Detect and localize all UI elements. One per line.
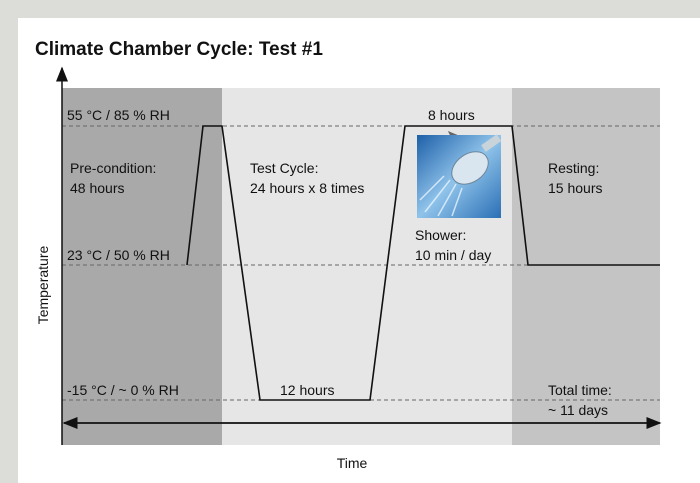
x-axis-label: Time bbox=[337, 455, 368, 471]
title: Climate Chamber Cycle: Test #1 bbox=[35, 39, 323, 60]
phase-label: Pre-condition: bbox=[70, 160, 156, 176]
phase-label: 24 hours x 8 times bbox=[250, 180, 364, 196]
diagram: Climate Chamber Cycle: Test #1 Temperatu… bbox=[0, 0, 700, 483]
shower-image bbox=[417, 134, 501, 218]
annotation: ~ 11 days bbox=[548, 402, 608, 418]
annotation: Shower: bbox=[415, 227, 466, 243]
level-label: 55 °C / 85 % RH bbox=[67, 107, 170, 123]
phase-label: 48 hours bbox=[70, 180, 124, 196]
annotation: 10 min / day bbox=[415, 247, 491, 263]
duration-label: 8 hours bbox=[428, 107, 475, 123]
level-label: 23 °C / 50 % RH bbox=[67, 247, 170, 263]
phase-label: Resting: bbox=[548, 160, 599, 176]
phase-label: Test Cycle: bbox=[250, 160, 318, 176]
annotation: Total time: bbox=[548, 382, 612, 398]
level-label: -15 °C / ~ 0 % RH bbox=[67, 382, 179, 398]
y-axis-label: Temperature bbox=[35, 245, 51, 324]
page: {"title": "Climate Chamber Cycle: Test #… bbox=[0, 0, 700, 483]
duration-label: 12 hours bbox=[280, 382, 334, 398]
phase-label: 15 hours bbox=[548, 180, 602, 196]
